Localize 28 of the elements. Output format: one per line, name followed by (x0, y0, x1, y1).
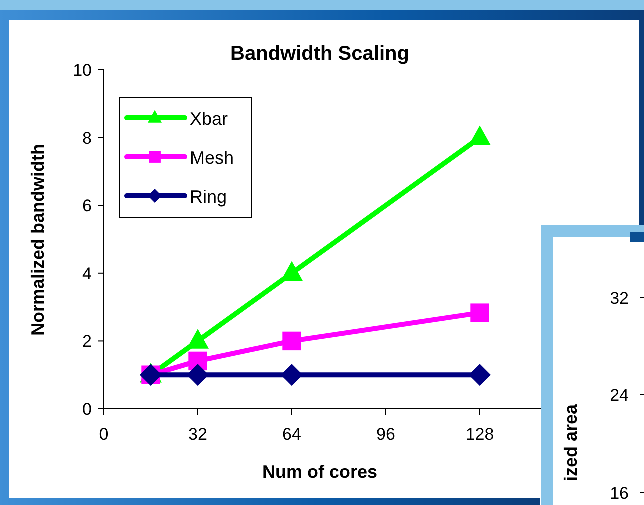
y-tick-label: 8 (82, 128, 92, 148)
y-tick-label: 10 (73, 61, 92, 80)
point (469, 364, 491, 386)
y-tick-label: 6 (82, 196, 92, 216)
point (469, 126, 491, 146)
legend-label: Xbar (190, 109, 228, 129)
y-axis-title: Normalized bandwidth (28, 144, 48, 336)
legend-label: Ring (190, 187, 228, 207)
text: 32 (610, 289, 629, 308)
x-tick-label: 0 (99, 425, 109, 444)
y-tick-label: 2 (82, 332, 92, 352)
legend-label: Mesh (190, 148, 234, 168)
point (281, 364, 303, 386)
y-tick-label: 0 (82, 400, 92, 419)
point (282, 332, 302, 351)
x-tick-label: 32 (188, 425, 208, 444)
x-axis-title: Num of cores (262, 462, 378, 482)
point (281, 261, 303, 282)
text: 24 (610, 386, 629, 405)
text: ized area (561, 403, 581, 482)
x-tick-label: 128 (466, 425, 494, 444)
point (187, 364, 209, 386)
y-tick-label: 4 (82, 264, 92, 284)
point (470, 304, 490, 322)
chart-title: Bandwidth Scaling (230, 43, 410, 65)
x-tick-label: 96 (376, 425, 396, 444)
text: 16 (610, 484, 629, 503)
x-tick-label: 64 (282, 425, 302, 444)
